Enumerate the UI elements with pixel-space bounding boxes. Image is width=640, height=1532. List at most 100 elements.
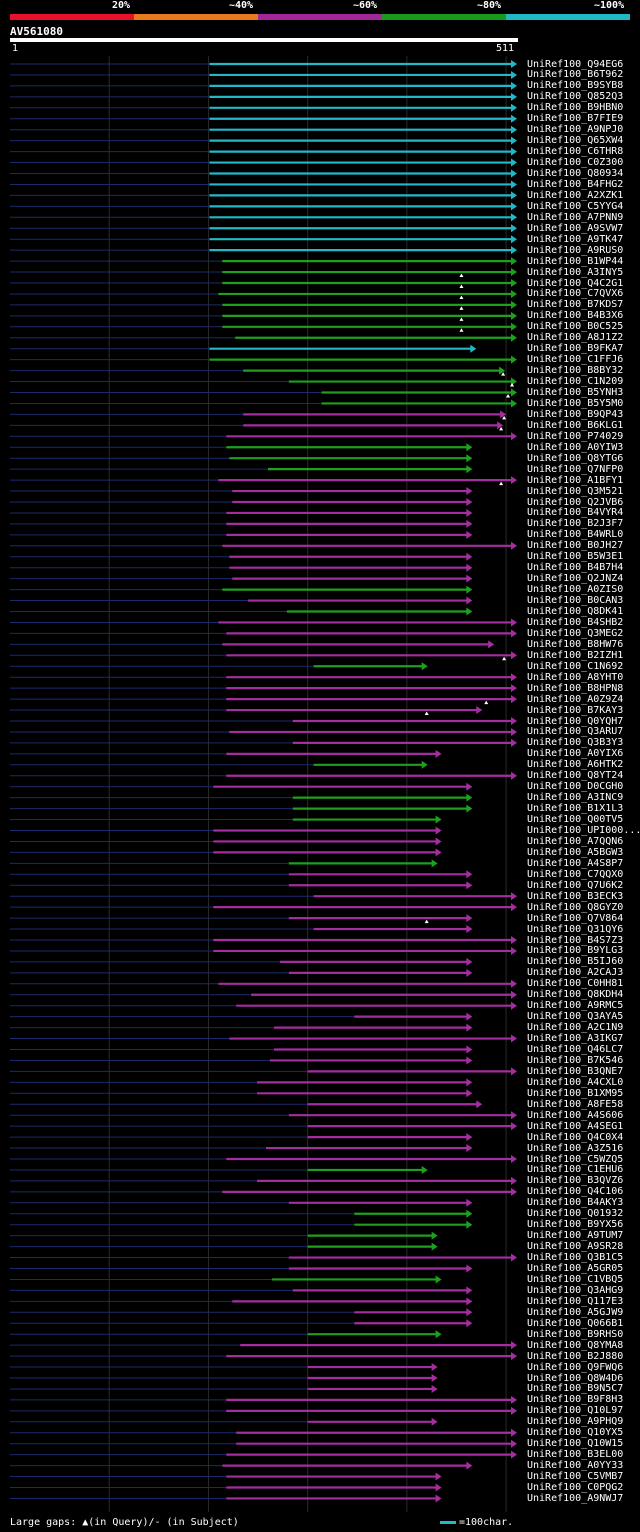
hit-label[interactable]: UniRef100_Q8W4D6 — [527, 1372, 624, 1384]
hit-label[interactable]: UniRef100_A5BGW3 — [527, 846, 624, 858]
hit-label[interactable]: UniRef100_Q4C0X4 — [527, 1131, 624, 1143]
hit-label[interactable]: UniRef100_B8HW76 — [527, 638, 624, 650]
hit-label[interactable]: UniRef100_B1XM95 — [527, 1087, 624, 1099]
hit-label[interactable]: UniRef100_Q8YTG6 — [527, 452, 624, 464]
hit-label[interactable]: UniRef100_C1VBQ5 — [527, 1273, 624, 1285]
hit-label[interactable]: UniRef100_B4B7H4 — [527, 562, 624, 574]
hit-label[interactable]: UniRef100_Q2JVB6 — [527, 496, 624, 508]
hit-label[interactable]: UniRef100_Q7NFP0 — [527, 463, 624, 475]
hit-label[interactable]: UniRef100_B9YLG3 — [527, 945, 624, 957]
hit-label[interactable]: UniRef100_B6KLG1 — [527, 419, 624, 431]
hit-label[interactable]: UniRef100_A9TUM7 — [527, 1230, 624, 1242]
hit-label[interactable]: UniRef100_B3QVZ6 — [527, 1175, 624, 1187]
hit-label[interactable]: UniRef100_A0YIX6 — [527, 748, 624, 760]
hit-label[interactable]: UniRef100_B5W3E1 — [527, 551, 624, 563]
hit-label[interactable]: UniRef100_Q3ARU7 — [527, 726, 624, 738]
hit-label[interactable]: UniRef100_B9RHS0 — [527, 1328, 624, 1340]
hit-label[interactable]: UniRef100_Q9FWQ6 — [527, 1361, 624, 1373]
hit-label[interactable]: UniRef100_Q066B1 — [527, 1317, 624, 1329]
hit-label[interactable]: UniRef100_C1FFJ6 — [527, 354, 624, 366]
hit-label[interactable]: UniRef100_C1N692 — [527, 660, 624, 672]
hit-label[interactable]: UniRef100_Q3M521 — [527, 485, 624, 497]
hit-label[interactable]: UniRef100_A9NPJ0 — [527, 124, 624, 136]
hit-label[interactable]: UniRef100_Q0YQH7 — [527, 715, 624, 727]
hit-label[interactable]: UniRef100_A6HTK2 — [527, 759, 624, 771]
hit-label[interactable]: UniRef100_B3EL00 — [527, 1449, 624, 1461]
hit-label[interactable]: UniRef100_C5YYG4 — [527, 200, 624, 212]
hit-label[interactable]: UniRef100_A9PHQ9 — [527, 1416, 624, 1428]
hit-label[interactable]: UniRef100_B8HPN8 — [527, 682, 624, 694]
hit-label[interactable]: UniRef100_A4CXL0 — [527, 1076, 624, 1088]
hit-label[interactable]: UniRef100_Q852Q3 — [527, 91, 624, 103]
hit-label[interactable]: UniRef100_C0Z300 — [527, 157, 624, 169]
hit-label[interactable]: UniRef100_B4VYR4 — [527, 507, 624, 519]
hit-label[interactable]: UniRef100_B4S7Z3 — [527, 934, 624, 946]
hit-label[interactable]: UniRef100_B0CAN3 — [527, 595, 624, 607]
hit-label[interactable]: UniRef100_Q10W15 — [527, 1438, 624, 1450]
hit-label[interactable]: UniRef100_A3Z516 — [527, 1142, 624, 1154]
hit-label[interactable]: UniRef100_A0YIW3 — [527, 441, 624, 453]
hit-label[interactable]: UniRef100_C0PQG2 — [527, 1482, 624, 1493]
hit-label[interactable]: UniRef100_B9F8H3 — [527, 1394, 624, 1406]
hit-label[interactable]: UniRef100_Q8DK41 — [527, 606, 624, 617]
hit-label[interactable]: UniRef100_B8BY32 — [527, 365, 624, 377]
hit-label[interactable]: UniRef100_Q4C106 — [527, 1186, 624, 1198]
hit-label[interactable]: UniRef100_A9RUS0 — [527, 244, 624, 256]
hit-label[interactable]: UniRef100_B7K546 — [527, 1054, 624, 1066]
hit-label[interactable]: UniRef100_B9QP43 — [527, 408, 624, 420]
hit-label[interactable]: UniRef100_A3IKG7 — [527, 1033, 624, 1045]
hit-label[interactable]: UniRef100_C5WZQ5 — [527, 1153, 624, 1165]
hit-label[interactable]: UniRef100_B3QNE7 — [527, 1065, 624, 1077]
hit-label[interactable]: UniRef100_Q80934 — [527, 168, 624, 179]
hit-label[interactable]: UniRef100_Q4C2G1 — [527, 277, 624, 289]
hit-label[interactable]: UniRef100_B0C525 — [527, 321, 624, 333]
hit-label[interactable]: UniRef100_A4S8P7 — [527, 857, 624, 869]
hit-label[interactable]: UniRef100_B4WRL0 — [527, 529, 624, 541]
hit-label[interactable]: UniRef100_A2XZK1 — [527, 189, 624, 201]
hit-label[interactable]: UniRef100_A9TK47 — [527, 233, 624, 245]
hit-label[interactable]: UniRef100_B4B3X6 — [527, 310, 624, 322]
hit-label[interactable]: UniRef100_Q7V864 — [527, 912, 624, 924]
hit-label[interactable]: UniRef100_B1WP44 — [527, 255, 624, 267]
hit-label[interactable]: UniRef100_UPI000... — [527, 825, 640, 836]
hit-label[interactable]: UniRef100_Q10YX5 — [527, 1427, 624, 1439]
hit-label[interactable]: UniRef100_B5IJ60 — [527, 956, 624, 968]
hit-label[interactable]: UniRef100_A0YY33 — [527, 1460, 624, 1472]
hit-label[interactable]: UniRef100_Q3B1C5 — [527, 1252, 624, 1264]
hit-label[interactable]: UniRef100_A9SVW7 — [527, 222, 624, 234]
hit-label[interactable]: UniRef100_Q94EG6 — [527, 58, 624, 70]
hit-label[interactable]: UniRef100_B3ECK3 — [527, 890, 624, 902]
hit-label[interactable]: UniRef100_A1BFY1 — [527, 474, 624, 486]
hit-label[interactable]: UniRef100_A4SEG1 — [527, 1120, 624, 1132]
hit-label[interactable]: UniRef100_C7QQX0 — [527, 868, 624, 880]
hit-label[interactable]: UniRef100_B9HBN0 — [527, 102, 624, 114]
hit-label[interactable]: UniRef100_A8FE58 — [527, 1098, 624, 1110]
hit-label[interactable]: UniRef100_A7QQN6 — [527, 835, 624, 847]
hit-label[interactable]: UniRef100_B5YNH3 — [527, 387, 624, 398]
hit-label[interactable]: UniRef100_A8YHT0 — [527, 671, 624, 683]
hit-label[interactable]: UniRef100_A8J1Z2 — [527, 332, 624, 344]
hit-label[interactable]: UniRef100_B4SHB2 — [527, 616, 624, 628]
hit-label[interactable]: UniRef100_Q7U6K2 — [527, 879, 624, 891]
hit-label[interactable]: UniRef100_A9NWJ7 — [527, 1492, 624, 1504]
hit-label[interactable]: UniRef100_Q31QY6 — [527, 923, 624, 935]
hit-label[interactable]: UniRef100_B7KDS7 — [527, 299, 624, 311]
hit-label[interactable]: UniRef100_B7FIE9 — [527, 113, 624, 125]
hit-label[interactable]: UniRef100_A9SR28 — [527, 1241, 624, 1253]
hit-label[interactable]: UniRef100_C6THR8 — [527, 146, 624, 158]
hit-label[interactable]: UniRef100_B4AKY3 — [527, 1197, 624, 1209]
hit-label[interactable]: UniRef100_A2CAJ3 — [527, 967, 624, 979]
hit-label[interactable]: UniRef100_Q3B3Y3 — [527, 737, 624, 749]
hit-label[interactable]: UniRef100_Q65XW4 — [527, 135, 624, 147]
hit-label[interactable]: UniRef100_C5VMB7 — [527, 1471, 624, 1483]
hit-label[interactable]: UniRef100_B9SYB8 — [527, 80, 624, 92]
hit-label[interactable]: UniRef100_A4S606 — [527, 1109, 624, 1121]
hit-label[interactable]: UniRef100_B6T962 — [527, 69, 624, 81]
hit-label[interactable]: UniRef100_B2J880 — [527, 1350, 624, 1362]
hit-label[interactable]: UniRef100_C7QVX6 — [527, 288, 624, 300]
hit-label[interactable]: UniRef100_A5GR05 — [527, 1263, 624, 1274]
hit-label[interactable]: UniRef100_A9RMC5 — [527, 1000, 624, 1012]
hit-label[interactable]: UniRef100_C0HH81 — [527, 978, 624, 990]
hit-label[interactable]: UniRef100_B0JH27 — [527, 540, 624, 552]
hit-label[interactable]: UniRef100_B1X1L3 — [527, 803, 624, 815]
